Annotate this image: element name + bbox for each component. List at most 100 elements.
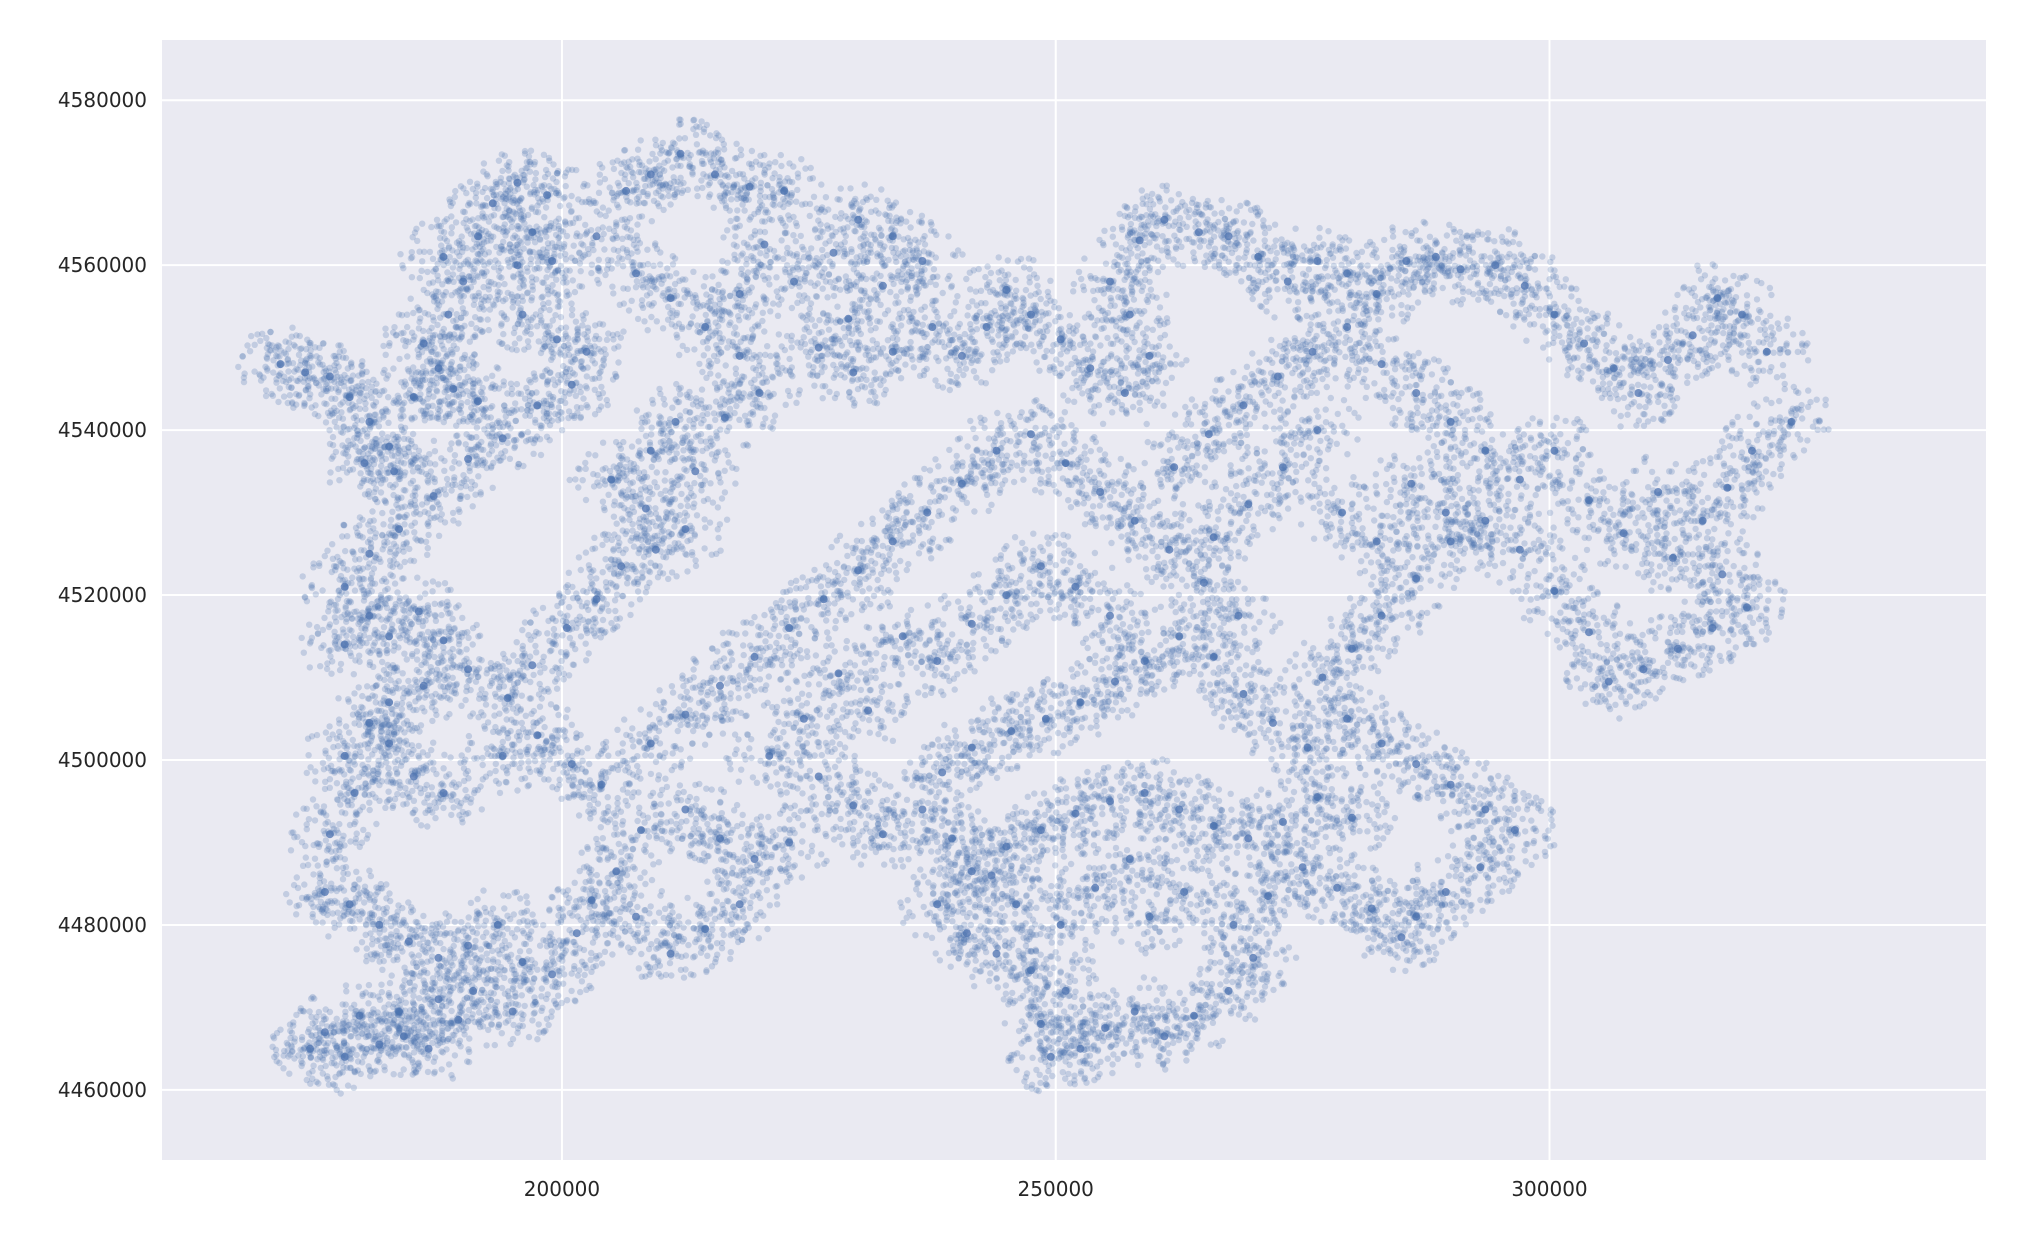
data-point	[525, 986, 532, 993]
data-point	[439, 1003, 446, 1010]
data-point	[409, 650, 416, 658]
data-point	[359, 371, 366, 378]
data-point	[285, 368, 292, 375]
data-point	[549, 354, 556, 361]
data-point	[325, 1081, 333, 1088]
data-point	[407, 295, 414, 302]
data-point	[526, 224, 533, 231]
data-point	[337, 374, 344, 381]
data-point	[516, 335, 523, 342]
data-point	[394, 457, 402, 465]
data-point	[335, 387, 342, 394]
data-point	[263, 334, 270, 342]
data-point	[498, 984, 506, 992]
data-point	[366, 799, 373, 806]
data-point	[388, 444, 396, 452]
data-point	[411, 457, 419, 464]
data-point	[392, 443, 399, 451]
data-point	[448, 796, 455, 804]
data-point	[401, 445, 408, 452]
data-point	[418, 501, 426, 508]
data-point	[358, 362, 365, 369]
data-point	[359, 761, 366, 769]
data-point	[402, 487, 409, 494]
data-point	[403, 633, 411, 640]
data-point	[475, 923, 482, 930]
data-point	[307, 347, 314, 354]
data-point	[369, 992, 377, 999]
data-point	[282, 350, 290, 358]
data-point	[478, 806, 485, 813]
data-point	[361, 444, 368, 451]
data-point	[370, 1010, 378, 1017]
data-point	[350, 900, 357, 907]
data-point	[414, 464, 421, 471]
data-point	[363, 835, 370, 842]
data-point	[337, 342, 344, 349]
data-point	[459, 614, 466, 622]
data-point	[387, 523, 394, 530]
data-point	[459, 808, 466, 816]
data-point	[385, 721, 392, 728]
data-point	[378, 436, 385, 443]
data-point	[577, 988, 584, 996]
data-point	[380, 342, 387, 350]
data-point	[445, 481, 452, 488]
data-point	[461, 1031, 468, 1038]
data-point	[395, 495, 402, 502]
data-point	[395, 394, 403, 402]
data-point	[311, 855, 319, 862]
data-point	[589, 375, 596, 383]
data-point	[516, 1022, 523, 1029]
data-point	[381, 366, 388, 374]
data-point	[391, 452, 398, 459]
data-point	[401, 450, 409, 457]
data-point	[460, 938, 467, 946]
data-point	[501, 199, 508, 207]
data-point	[364, 476, 371, 484]
data-point	[316, 560, 323, 567]
data-point	[449, 271, 457, 278]
data-point	[540, 188, 548, 195]
data-point	[335, 380, 342, 387]
data-point	[394, 442, 401, 449]
data-point	[411, 497, 419, 504]
data-point	[412, 535, 419, 542]
data-point	[568, 192, 575, 200]
data-point	[393, 398, 400, 405]
data-point	[311, 995, 318, 1002]
data-point	[449, 509, 457, 517]
data-point	[351, 390, 358, 397]
data-point	[501, 967, 508, 974]
data-point	[310, 374, 317, 381]
data-point	[310, 1062, 317, 1069]
data-point	[275, 372, 282, 379]
data-point	[389, 484, 397, 491]
data-point	[443, 1046, 450, 1053]
data-point	[285, 339, 293, 346]
data-point	[430, 739, 437, 746]
data-point	[488, 1014, 496, 1021]
data-point	[300, 649, 307, 656]
data-point	[562, 169, 570, 176]
data-point	[366, 493, 373, 500]
data-point	[493, 224, 500, 231]
data-point	[333, 359, 340, 367]
data-point	[319, 919, 326, 926]
data-point	[379, 475, 386, 482]
data-point	[307, 340, 314, 347]
data-point	[577, 413, 584, 421]
data-point	[310, 564, 317, 571]
data-point	[339, 442, 346, 449]
data-point	[529, 314, 537, 321]
data-point	[337, 843, 345, 850]
data-point	[436, 671, 443, 679]
data-point	[499, 167, 506, 175]
data-point	[432, 814, 439, 822]
data-point	[457, 1043, 464, 1050]
data-point	[395, 436, 402, 443]
data-point	[383, 647, 390, 654]
data-point	[366, 896, 373, 903]
data-point	[369, 475, 377, 483]
data-point	[356, 397, 363, 405]
